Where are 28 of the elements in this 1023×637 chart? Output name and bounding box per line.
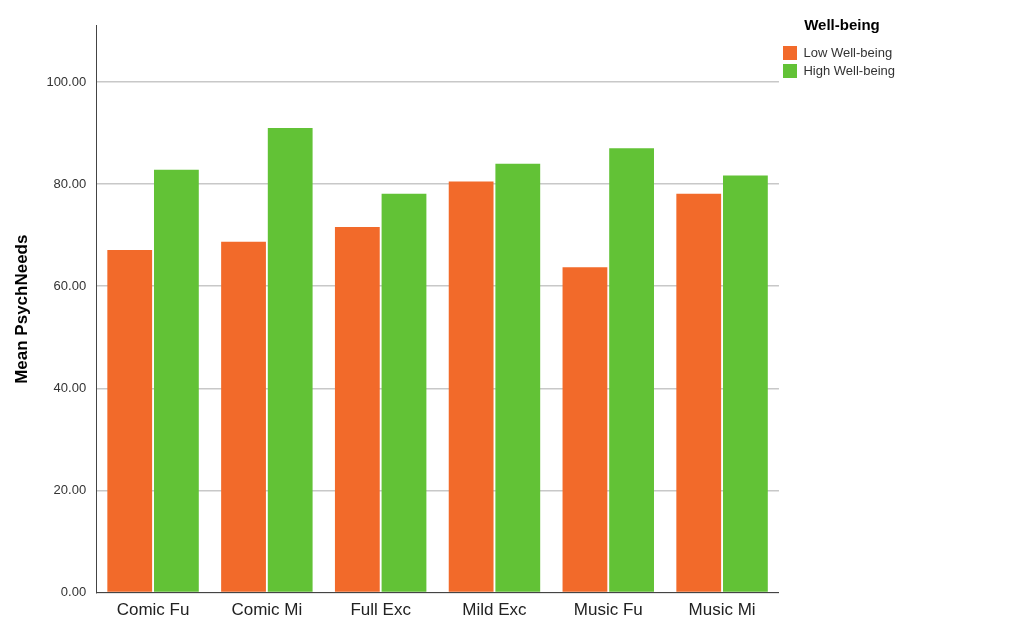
x-tick-label: Music Mi [688, 600, 756, 620]
bar [267, 127, 313, 592]
bar [107, 249, 153, 592]
y-axis-title: Mean PsychNeeds [11, 234, 31, 384]
y-tick-label: 40.00 [53, 379, 87, 395]
y-tick-label: 60.00 [53, 277, 87, 293]
x-tick-label: Mild Exc [462, 600, 528, 620]
bar [562, 267, 608, 592]
bar [221, 241, 266, 592]
bar [723, 175, 768, 592]
legend-label: Low Well-being [803, 44, 893, 60]
x-tick-label: Music Fu [573, 600, 643, 620]
x-tick-label: Comic Mi [231, 600, 303, 620]
bar [676, 193, 722, 592]
x-tick-label: Comic Fu [116, 600, 190, 620]
y-tick-label: 80.00 [53, 175, 87, 191]
legend-label: High Well-being [803, 62, 895, 78]
bar [154, 169, 199, 592]
legend-title: Well-being [804, 15, 880, 33]
bar [495, 163, 541, 592]
y-tick-label: 20.00 [53, 482, 87, 498]
bar [334, 226, 380, 592]
y-tick-label: 0.00 [60, 584, 87, 600]
bar [448, 181, 494, 592]
bar [609, 148, 654, 592]
y-tick-label: 100.00 [46, 73, 87, 89]
bar [381, 193, 427, 592]
x-tick-label: Full Exc [350, 600, 412, 620]
